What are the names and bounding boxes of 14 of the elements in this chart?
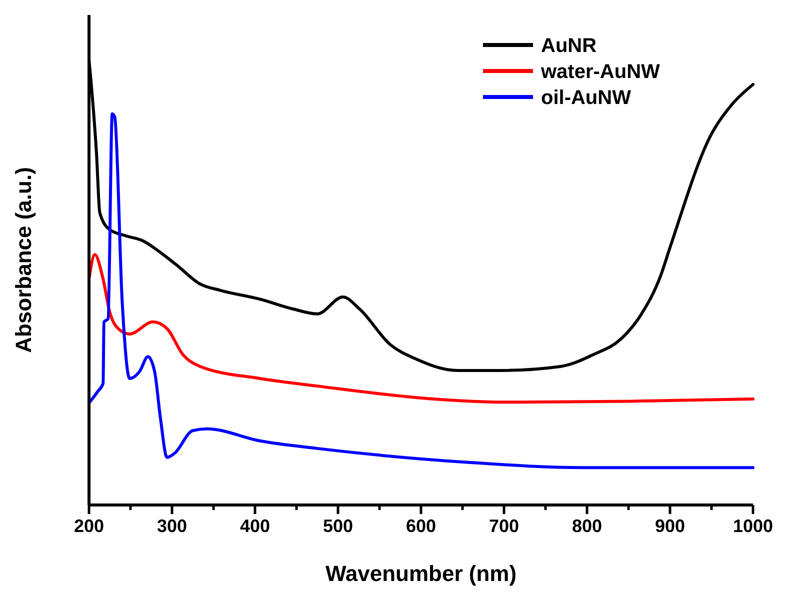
x-tick-label: 200 [74,516,104,536]
y-axis-title: Absorbance (a.u.) [11,167,36,353]
x-tick-label: 300 [156,516,188,536]
x-tick-label: 600 [406,516,436,536]
x-tick-label: 900 [654,516,686,536]
x-tick-label: 700 [488,516,520,536]
x-tick-label: 500 [322,516,354,536]
x-axis-title: Wavenumber (nm) [325,561,517,586]
legend-label: water-AuNW [540,61,660,83]
x-tick-label: 800 [572,516,602,536]
x-tick-label: 400 [240,516,270,536]
legend-label: oil-AuNW [541,87,632,109]
x-tick-label: 1000 [732,516,774,536]
legend-label: AuNR [541,35,598,57]
